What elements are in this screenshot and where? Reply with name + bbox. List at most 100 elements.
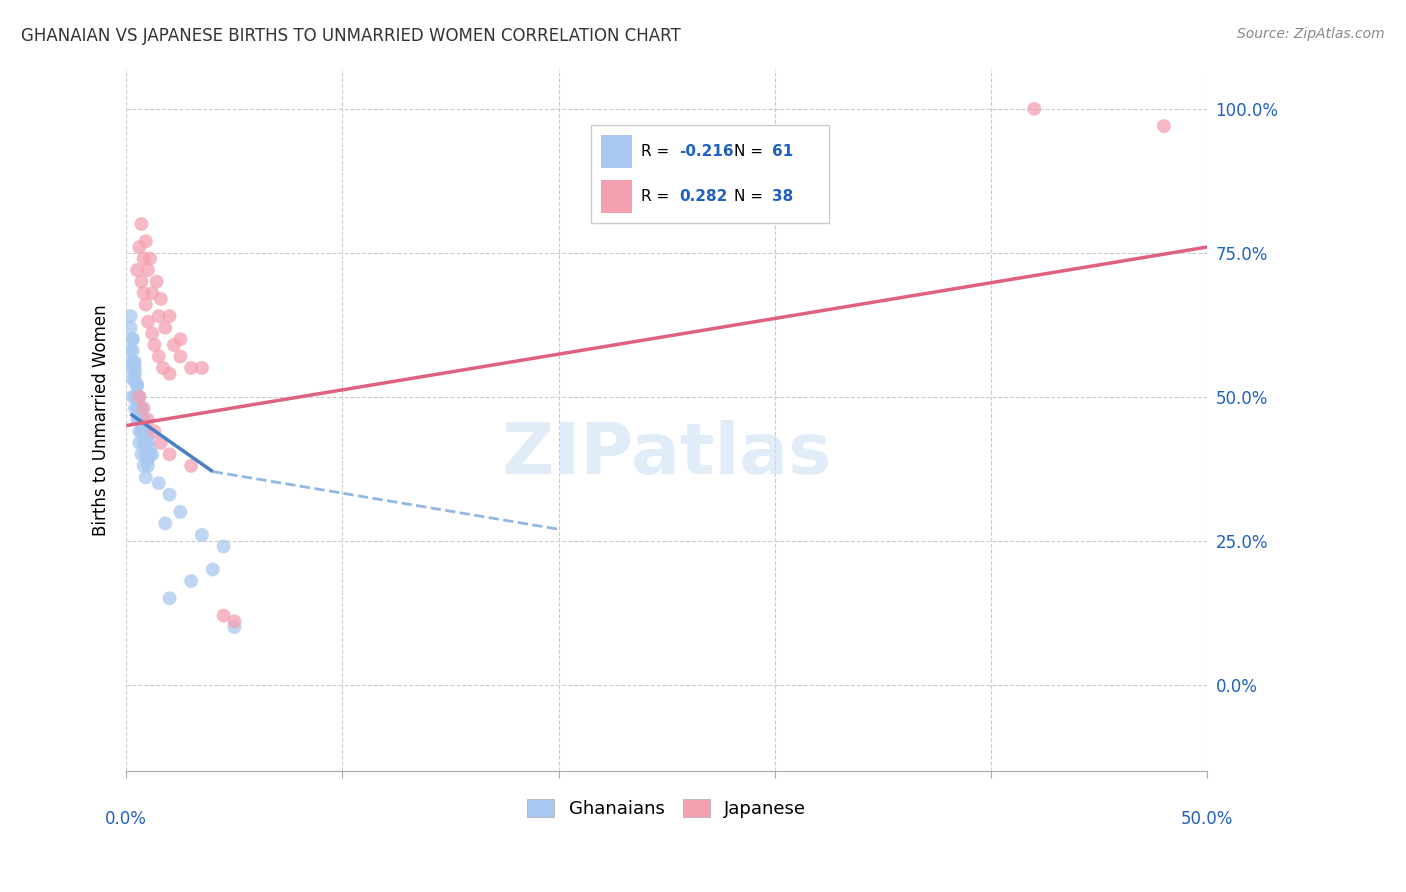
Point	[169, 350, 191, 364]
Text: Source: ZipAtlas.com: Source: ZipAtlas.com	[1237, 27, 1385, 41]
Point	[132, 413, 155, 427]
Point	[155, 320, 177, 334]
Point	[141, 447, 163, 461]
Point	[159, 367, 181, 381]
Point	[135, 470, 157, 484]
Point	[128, 240, 150, 254]
Point	[128, 390, 150, 404]
Point	[124, 372, 146, 386]
Point	[128, 413, 150, 427]
Point	[128, 390, 150, 404]
Point	[131, 413, 153, 427]
Point	[121, 355, 143, 369]
Point	[148, 350, 170, 364]
Point	[136, 435, 159, 450]
Point	[1024, 102, 1046, 116]
Point	[169, 332, 191, 346]
Point	[212, 540, 235, 554]
Point	[120, 320, 142, 334]
Point	[120, 343, 142, 358]
Text: 50.0%: 50.0%	[1181, 810, 1233, 828]
Point	[136, 315, 159, 329]
Point	[132, 458, 155, 473]
Point	[180, 574, 202, 588]
Point	[163, 338, 186, 352]
Point	[139, 252, 162, 266]
Point	[131, 425, 153, 439]
Point	[148, 309, 170, 323]
Point	[124, 390, 146, 404]
Point	[128, 401, 150, 416]
Legend: Ghanaians, Japanese: Ghanaians, Japanese	[520, 791, 814, 825]
Point	[224, 615, 246, 629]
Point	[136, 453, 159, 467]
Text: ZIPatlas: ZIPatlas	[502, 420, 832, 490]
Text: GHANAIAN VS JAPANESE BIRTHS TO UNMARRIED WOMEN CORRELATION CHART: GHANAIAN VS JAPANESE BIRTHS TO UNMARRIED…	[21, 27, 681, 45]
Point	[180, 361, 202, 376]
Point	[135, 234, 157, 248]
Point	[159, 309, 181, 323]
Point	[124, 401, 146, 416]
Point	[132, 425, 155, 439]
Point	[191, 361, 214, 376]
Point	[135, 425, 157, 439]
Point	[191, 528, 214, 542]
Y-axis label: Births to Unmarried Women: Births to Unmarried Women	[93, 304, 110, 535]
Point	[135, 297, 157, 311]
Point	[121, 332, 143, 346]
Point	[127, 378, 149, 392]
Point	[149, 292, 172, 306]
Point	[201, 562, 224, 576]
Point	[127, 378, 149, 392]
Point	[152, 361, 174, 376]
Point	[224, 620, 246, 634]
Point	[120, 309, 142, 323]
Point	[132, 413, 155, 427]
Point	[132, 252, 155, 266]
Point	[155, 516, 177, 531]
Point	[159, 447, 181, 461]
Point	[131, 447, 153, 461]
Point	[136, 413, 159, 427]
Point	[121, 355, 143, 369]
Point	[131, 275, 153, 289]
Point	[1153, 119, 1175, 133]
Point	[149, 435, 172, 450]
Point	[136, 430, 159, 444]
Point	[121, 343, 143, 358]
Point	[139, 447, 162, 461]
Point	[128, 390, 150, 404]
Point	[136, 458, 159, 473]
Point	[132, 435, 155, 450]
Point	[135, 425, 157, 439]
Point	[121, 390, 143, 404]
Point	[127, 413, 149, 427]
Point	[128, 435, 150, 450]
Point	[121, 372, 143, 386]
Point	[143, 425, 166, 439]
Point	[180, 458, 202, 473]
Point	[135, 447, 157, 461]
Point	[159, 488, 181, 502]
Point	[212, 608, 235, 623]
Point	[131, 217, 153, 231]
Point	[121, 332, 143, 346]
Point	[143, 338, 166, 352]
Point	[136, 263, 159, 277]
Point	[145, 275, 167, 289]
Point	[148, 476, 170, 491]
Point	[169, 505, 191, 519]
Point	[141, 286, 163, 301]
Point	[131, 401, 153, 416]
Point	[127, 401, 149, 416]
Point	[124, 355, 146, 369]
Point	[120, 361, 142, 376]
Point	[132, 286, 155, 301]
Point	[124, 361, 146, 376]
Point	[141, 326, 163, 341]
Point	[127, 263, 149, 277]
Point	[127, 390, 149, 404]
Point	[135, 435, 157, 450]
Point	[131, 401, 153, 416]
Point	[124, 367, 146, 381]
